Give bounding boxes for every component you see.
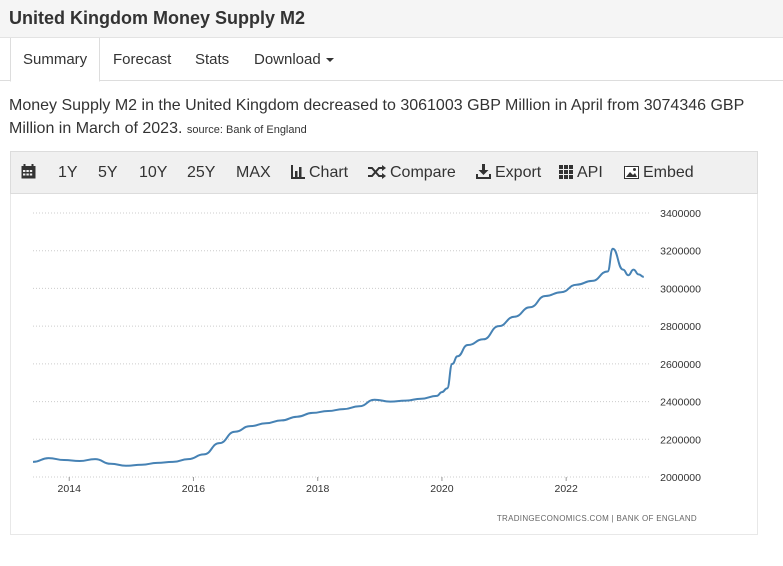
range-5y-button[interactable]: 5Y — [98, 164, 118, 181]
tab-forecast[interactable]: Forecast — [113, 51, 172, 68]
range-1y-button[interactable]: 1Y — [58, 164, 78, 181]
export-button[interactable]: Export — [476, 152, 541, 195]
y-tick-label: 3000000 — [660, 283, 701, 295]
x-tick-label: 2020 — [430, 483, 454, 495]
y-tick-label: 2000000 — [660, 472, 701, 484]
x-tick-label: 2022 — [554, 483, 578, 495]
range-25y-button[interactable]: 25Y — [187, 164, 216, 181]
api-button-label: API — [577, 164, 603, 181]
tab-download[interactable]: Download — [242, 38, 346, 81]
tab-stats[interactable]: Stats — [195, 51, 230, 68]
tab-summary[interactable]: Summary — [10, 38, 101, 82]
title-bar: United Kingdom Money Supply M2 — [0, 0, 783, 38]
calendar-icon — [21, 164, 36, 179]
x-tick-label: 2018 — [306, 483, 330, 495]
x-tick-label: 2014 — [58, 483, 82, 495]
chart-button-label: Chart — [309, 164, 349, 181]
compare-button-label: Compare — [390, 164, 456, 181]
y-tick-label: 2200000 — [660, 434, 701, 446]
series-line — [32, 247, 644, 467]
chevron-down-icon — [325, 58, 334, 63]
range-max-button[interactable]: MAX — [236, 164, 271, 181]
shuffle-icon — [368, 165, 386, 179]
money-supply-line-chart: 2000000 2200000 2400000 2600000 2800000 30000… — [32, 208, 701, 495]
bar-chart-icon — [291, 165, 305, 179]
y-tick-label: 2400000 — [660, 397, 701, 409]
tab-download-label: Download — [254, 51, 321, 68]
y-tick-label: 2800000 — [660, 321, 701, 333]
range-10y-button[interactable]: 10Y — [139, 164, 168, 181]
description: Money Supply M2 in the United Kingdom de… — [9, 94, 774, 142]
embed-button-label: Embed — [643, 164, 694, 181]
chart-button[interactable]: Chart — [291, 152, 348, 195]
y-tick-label: 2600000 — [660, 359, 701, 371]
y-tick-label: 3400000 — [660, 208, 701, 220]
y-tick-label: 3200000 — [660, 246, 701, 258]
embed-button[interactable]: Embed — [624, 152, 694, 195]
chart-credit: TRADINGECONOMICS.COM | BANK OF ENGLAND — [496, 514, 697, 523]
compare-button[interactable]: Compare — [368, 152, 456, 195]
page-title: United Kingdom Money Supply M2 — [9, 8, 305, 28]
calendar-button[interactable] — [21, 152, 40, 195]
tab-bar: Summary Forecast Stats Download — [0, 38, 783, 82]
x-tick-label: 2016 — [182, 483, 206, 495]
grid-icon — [559, 165, 573, 179]
source-note: source: Bank of England — [186, 124, 307, 136]
export-button-label: Export — [495, 164, 542, 181]
chart-container: 2000000 2200000 2400000 2600000 2800000 30000… — [10, 194, 758, 535]
download-icon — [476, 164, 491, 179]
image-icon — [624, 166, 639, 179]
chart-toolbar: 1Y 5Y 10Y 25Y MAX Chart Compare Export A… — [10, 151, 758, 194]
description-text: Money Supply M2 in the United Kingdom de… — [9, 97, 744, 137]
api-button[interactable]: API — [559, 152, 603, 195]
